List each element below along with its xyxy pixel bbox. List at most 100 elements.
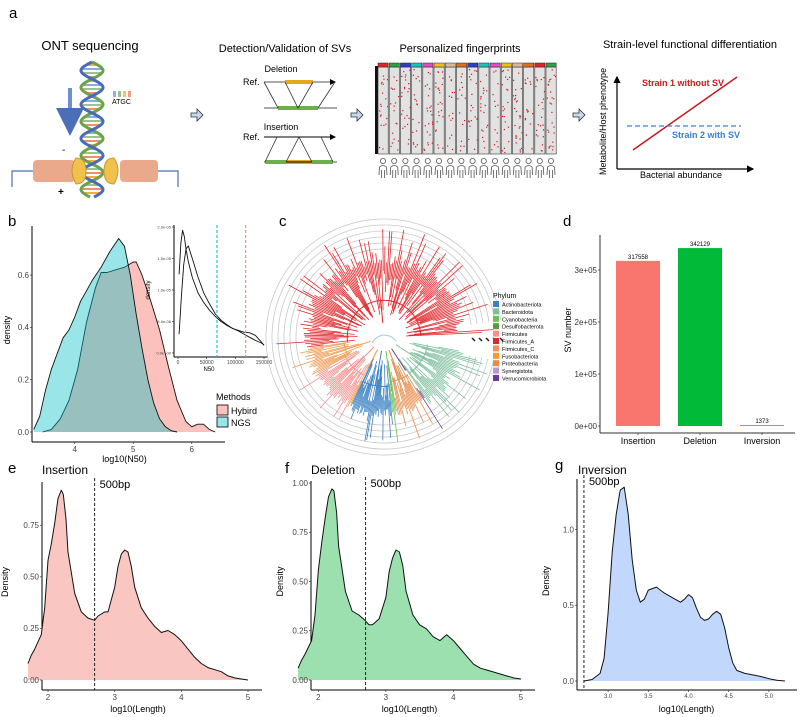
sv-mark	[380, 124, 382, 126]
tree-branch	[302, 290, 357, 322]
sv-mark	[448, 115, 450, 117]
sv-mark	[468, 120, 470, 122]
sv-mark	[381, 81, 383, 83]
sv-mark	[468, 121, 470, 123]
person-icon	[458, 157, 465, 164]
tree-branch	[405, 394, 412, 410]
sv-mark	[437, 103, 439, 105]
y-tick-label: 0.0	[18, 428, 30, 437]
tree-branch	[436, 283, 478, 307]
sv-mark	[438, 114, 440, 117]
sv-mark	[473, 148, 476, 150]
tree-branch	[297, 305, 358, 328]
sv-mark	[492, 94, 494, 96]
sv-mark	[429, 73, 431, 75]
density-line-ngs	[33, 238, 178, 433]
tree-branch	[379, 376, 383, 410]
sv-mark	[515, 89, 517, 91]
sv-mark	[472, 107, 474, 109]
sv-mark	[470, 120, 472, 122]
sv-mark	[423, 149, 426, 151]
tree-branch	[396, 382, 405, 407]
sv-mark	[548, 146, 551, 148]
tree-branch	[404, 278, 455, 320]
sv-mark	[480, 103, 482, 105]
tree-branch	[390, 262, 394, 280]
person-icon	[535, 165, 545, 178]
fingerprint-column-header	[545, 62, 557, 68]
person-icon	[435, 157, 442, 164]
tree-branch	[364, 266, 367, 275]
x-axis-label: N50	[203, 367, 215, 373]
panel-g: g Inversion 0.0 0.5 1.0 3.0 3.5 4.0 4.5 5.0 500b…	[541, 457, 797, 714]
strain-y-label: Metabolite/Host phenotype	[598, 68, 608, 175]
tree-branch	[312, 358, 323, 363]
sv-mark	[427, 144, 429, 146]
tree-branch	[341, 371, 362, 402]
sv-mark	[480, 110, 482, 112]
density-line-inversion	[583, 486, 786, 682]
sv-mark	[469, 125, 471, 127]
sv-mark	[507, 89, 509, 91]
legend-swatch	[493, 360, 499, 367]
sv-mark	[518, 72, 520, 74]
tree-branch	[394, 229, 405, 279]
sv-mark	[406, 123, 409, 126]
density-area-hybird	[179, 246, 264, 353]
tree-branch	[298, 351, 360, 391]
sv-mark	[536, 80, 538, 82]
sv-mark	[403, 88, 406, 90]
tree-branch	[432, 367, 451, 380]
tree-branch	[412, 269, 419, 280]
fingerprint-column	[467, 66, 479, 155]
sv-mark	[435, 86, 437, 88]
sv-mark	[390, 87, 393, 89]
sv-mark	[525, 134, 527, 136]
vline-label: 500bp	[589, 476, 620, 488]
sv-mark	[430, 105, 432, 107]
sv-mark	[507, 69, 509, 71]
tree-branch	[406, 284, 471, 324]
sv-mark	[553, 126, 555, 128]
sv-mark	[468, 69, 471, 71]
tree-branch	[367, 241, 375, 276]
tree-branch	[299, 278, 342, 308]
tree-branch	[432, 353, 460, 363]
bar-value-label: 317558	[628, 255, 649, 261]
sv-mark	[409, 106, 411, 109]
tree-branch	[312, 327, 321, 330]
sv-mark	[471, 93, 473, 95]
strain1-line	[632, 76, 738, 151]
sv-mark	[541, 116, 543, 118]
tree-branch	[435, 326, 457, 331]
y-axis-label: density	[2, 315, 12, 344]
tree-branch	[310, 354, 338, 366]
tree-branch	[299, 348, 324, 354]
legend-label: Desulfobacterota	[502, 325, 545, 331]
tree-branch	[390, 260, 397, 298]
tree-branch	[422, 260, 444, 287]
tree-branch	[413, 352, 461, 378]
tree-branch	[425, 289, 439, 302]
tree-branch	[333, 247, 374, 318]
tree-branch	[337, 385, 351, 405]
insertion-label: Insertion	[264, 122, 299, 132]
tree-branch	[419, 273, 436, 294]
sv-mark	[547, 84, 550, 86]
tree-branch	[432, 378, 446, 390]
y-tick-label: 0.0	[563, 677, 575, 686]
tree-branch	[343, 381, 358, 404]
sv-mark	[541, 101, 543, 104]
tree-branch	[408, 302, 451, 325]
sv-mark	[515, 101, 518, 103]
tree-branch	[404, 382, 424, 423]
sv-mark	[475, 82, 477, 85]
tree-branch	[312, 355, 347, 373]
sv-mark	[521, 132, 523, 134]
sv-mark	[513, 79, 515, 81]
x-tick-label: 3	[112, 693, 117, 702]
tree-branch	[319, 357, 366, 409]
tree-branch	[334, 280, 370, 321]
tree-branch	[411, 272, 427, 294]
sv-mark	[407, 143, 410, 145]
